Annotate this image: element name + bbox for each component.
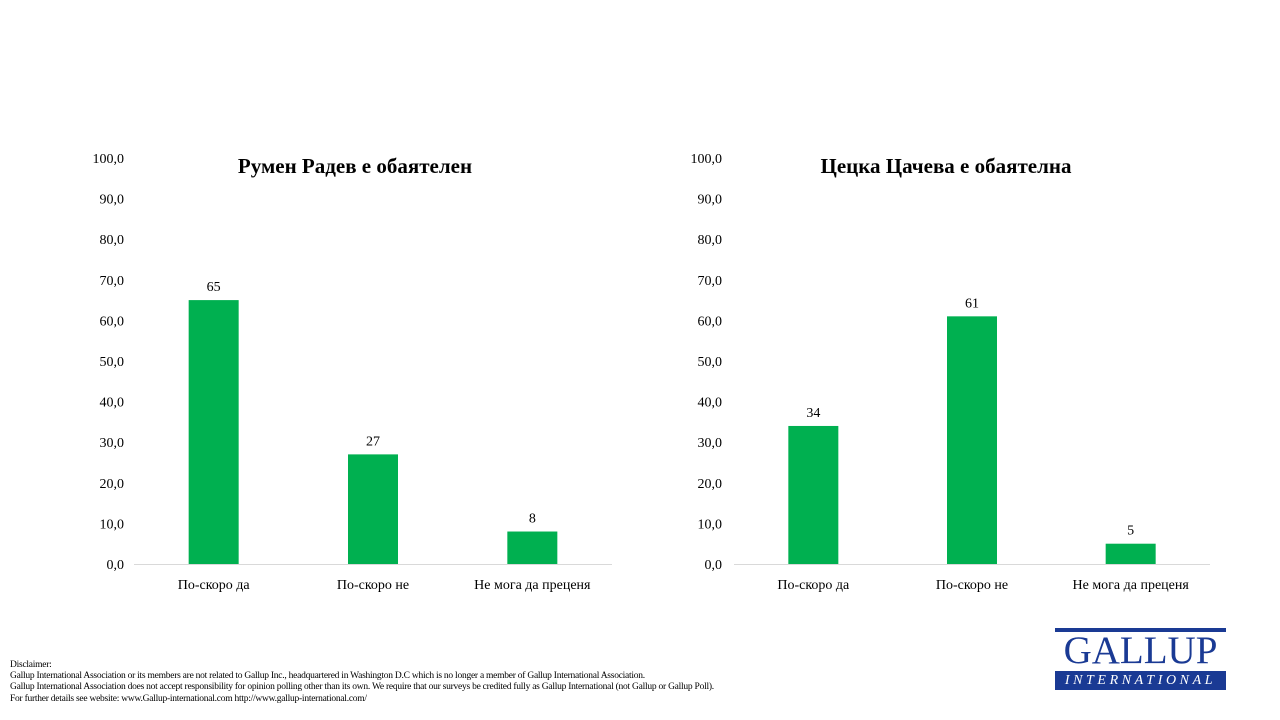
y-tick-label: 70,0 xyxy=(698,274,723,289)
y-tick-label: 80,0 xyxy=(100,233,125,248)
bar xyxy=(947,316,997,564)
y-tick-label: 10,0 xyxy=(698,517,723,532)
bar xyxy=(1105,543,1156,564)
y-tick-label: 20,0 xyxy=(698,477,723,492)
category-label: По-скоро да xyxy=(777,578,850,593)
chart-title: Цецка Цачева е обаятелна xyxy=(821,154,1072,178)
category-label: По-скоро да xyxy=(178,578,251,593)
y-tick-label: 60,0 xyxy=(698,314,723,329)
category-label: По-скоро не xyxy=(337,578,409,593)
data-label: 5 xyxy=(1127,524,1134,539)
y-tick-label: 100,0 xyxy=(691,152,723,167)
y-tick-label: 10,0 xyxy=(100,517,125,532)
y-tick-label: 50,0 xyxy=(698,355,723,370)
y-tick-label: 80,0 xyxy=(698,233,723,248)
y-tick-label: 60,0 xyxy=(100,314,125,329)
bar xyxy=(348,454,398,564)
y-tick-label: 0,0 xyxy=(107,558,125,573)
y-tick-label: 40,0 xyxy=(698,396,723,411)
y-tick-label: 50,0 xyxy=(100,355,125,370)
data-label: 61 xyxy=(965,296,979,311)
data-label: 65 xyxy=(207,280,221,295)
disclaimer-heading: Disclaimer: xyxy=(10,660,52,670)
category-label: По-скоро не xyxy=(936,578,1008,593)
y-tick-label: 30,0 xyxy=(698,436,723,451)
y-tick-label: 30,0 xyxy=(100,436,125,451)
disclaimer-line-2: Gallup International Association does no… xyxy=(10,682,714,693)
category-label: Не мога да преценя xyxy=(1073,578,1190,593)
bar xyxy=(188,300,239,564)
y-tick-label: 70,0 xyxy=(100,274,125,289)
bar xyxy=(788,425,839,564)
logo-word: GALLUP xyxy=(1055,628,1226,670)
bar xyxy=(507,531,558,564)
data-label: 34 xyxy=(806,406,820,421)
charts-area: Румен Радев е обаятелен 0,0 10,0 20,0 30,0 40… xyxy=(93,152,1210,593)
category-label: Не мога да преценя xyxy=(474,578,591,593)
data-label: 27 xyxy=(366,434,380,449)
chart-title: Румен Радев е обаятелен xyxy=(238,154,472,178)
y-tick-label: 40,0 xyxy=(100,396,125,411)
y-tick-label: 90,0 xyxy=(698,193,723,208)
y-tick-label: 20,0 xyxy=(100,477,125,492)
y-tick-label: 90,0 xyxy=(100,193,125,208)
disclaimer-line-3: For further details see website: www.Gal… xyxy=(10,693,367,704)
y-tick-label: 0,0 xyxy=(705,558,723,573)
disclaimer: Disclaimer: Gallup International Associa… xyxy=(10,660,910,705)
y-tick-label: 100,0 xyxy=(93,152,125,167)
gallup-international-logo: GALLUP INTERNATIONAL xyxy=(1055,628,1226,690)
logo-subword: INTERNATIONAL xyxy=(1055,671,1226,690)
disclaimer-line-1: Gallup International Association or its … xyxy=(10,671,645,682)
data-label: 8 xyxy=(529,512,536,527)
